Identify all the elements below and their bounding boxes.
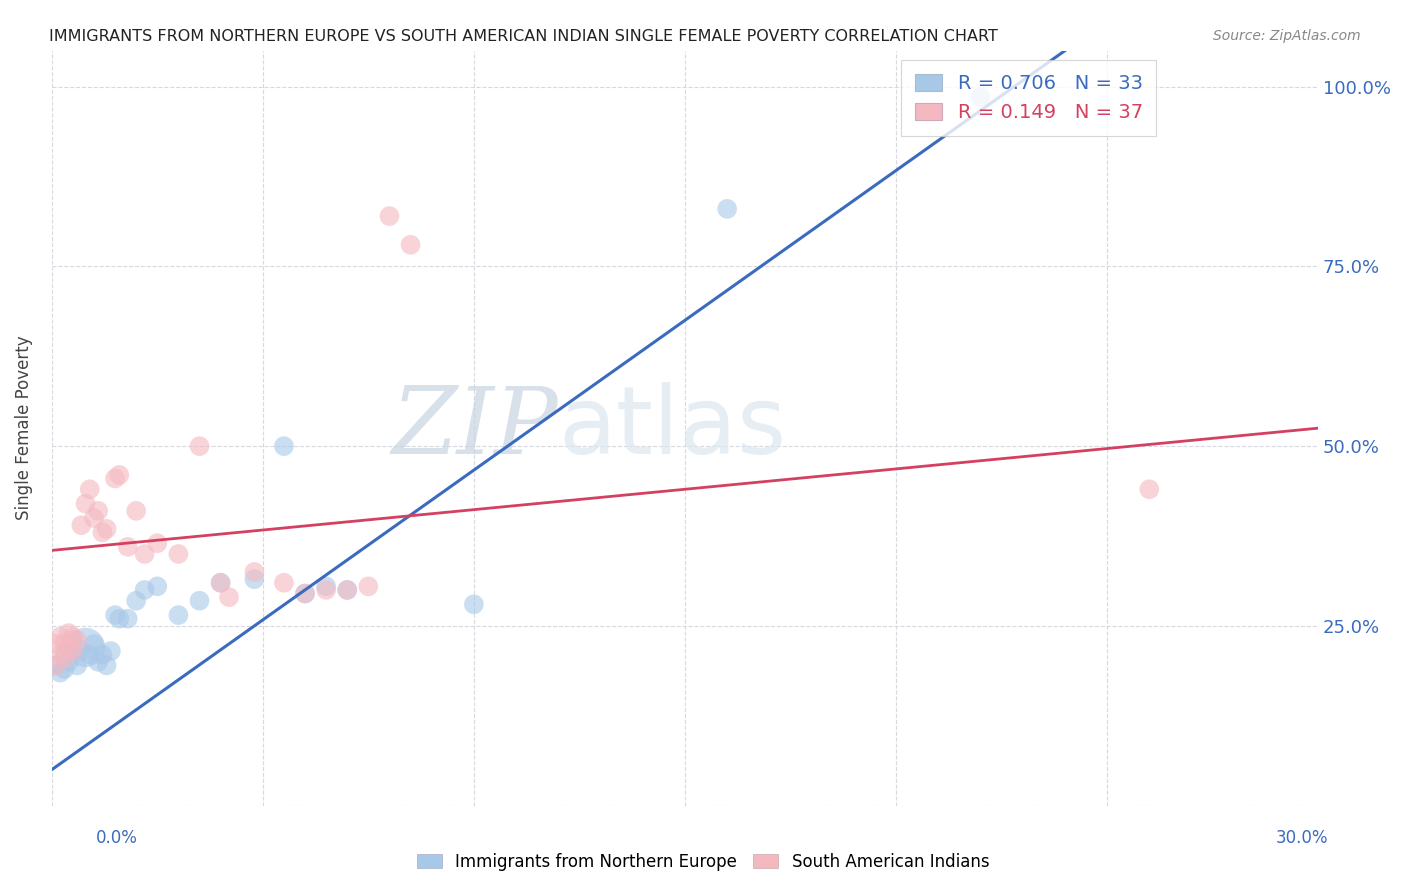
Point	[100, 644, 122, 658]
Text: 0.0%: 0.0%	[96, 829, 138, 847]
Point	[58, 626, 80, 640]
Text: ZIP: ZIP	[392, 384, 558, 473]
Point	[49, 665, 72, 680]
Point	[209, 575, 232, 590]
Point	[273, 575, 295, 590]
Point	[1137, 483, 1160, 497]
Point	[49, 648, 72, 662]
Point	[45, 658, 67, 673]
Point	[75, 640, 97, 655]
Point	[294, 586, 316, 600]
Point	[53, 637, 76, 651]
Point	[91, 648, 114, 662]
Text: atlas: atlas	[558, 382, 786, 475]
Point	[66, 658, 89, 673]
Point	[716, 202, 738, 216]
Point	[96, 522, 118, 536]
Point	[104, 608, 127, 623]
Point	[167, 547, 190, 561]
Point	[91, 525, 114, 540]
Point	[66, 633, 89, 648]
Point	[58, 640, 80, 655]
Point	[167, 608, 190, 623]
Point	[79, 483, 101, 497]
Legend: Immigrants from Northern Europe, South American Indians: Immigrants from Northern Europe, South A…	[408, 845, 998, 880]
Point	[336, 582, 359, 597]
Point	[96, 658, 118, 673]
Point	[83, 637, 105, 651]
Point	[969, 90, 991, 104]
Point	[125, 504, 148, 518]
Point	[45, 637, 67, 651]
Point	[357, 579, 380, 593]
Point	[83, 511, 105, 525]
Point	[49, 630, 72, 644]
Point	[45, 658, 67, 673]
Text: IMMIGRANTS FROM NORTHERN EUROPE VS SOUTH AMERICAN INDIAN SINGLE FEMALE POVERTY C: IMMIGRANTS FROM NORTHERN EUROPE VS SOUTH…	[49, 29, 998, 44]
Point	[209, 575, 232, 590]
Point	[104, 471, 127, 485]
Point	[62, 644, 84, 658]
Point	[79, 648, 101, 662]
Point	[53, 662, 76, 676]
Point	[108, 612, 131, 626]
Point	[62, 633, 84, 648]
Point	[62, 644, 84, 658]
Point	[188, 439, 211, 453]
Point	[294, 586, 316, 600]
Point	[70, 518, 93, 533]
Y-axis label: Single Female Poverty: Single Female Poverty	[15, 336, 32, 520]
Point	[134, 547, 156, 561]
Point	[315, 579, 337, 593]
Point	[117, 540, 139, 554]
Point	[243, 565, 266, 579]
Point	[146, 536, 169, 550]
Point	[273, 439, 295, 453]
Point	[146, 579, 169, 593]
Legend: R = 0.706   N = 33, R = 0.149   N = 37: R = 0.706 N = 33, R = 0.149 N = 37	[901, 61, 1157, 136]
Point	[75, 497, 97, 511]
Point	[53, 651, 76, 665]
Point	[108, 467, 131, 482]
Point	[399, 237, 422, 252]
Point	[188, 593, 211, 607]
Point	[378, 209, 401, 223]
Point	[53, 648, 76, 662]
Point	[62, 630, 84, 644]
Point	[58, 655, 80, 669]
Point	[243, 572, 266, 586]
Point	[218, 590, 240, 604]
Point	[87, 655, 110, 669]
Text: 30.0%: 30.0%	[1277, 829, 1329, 847]
Point	[463, 597, 485, 611]
Point	[125, 593, 148, 607]
Point	[70, 644, 93, 658]
Point	[117, 612, 139, 626]
Point	[315, 582, 337, 597]
Point	[134, 582, 156, 597]
Point	[336, 582, 359, 597]
Text: Source: ZipAtlas.com: Source: ZipAtlas.com	[1213, 29, 1361, 43]
Point	[87, 504, 110, 518]
